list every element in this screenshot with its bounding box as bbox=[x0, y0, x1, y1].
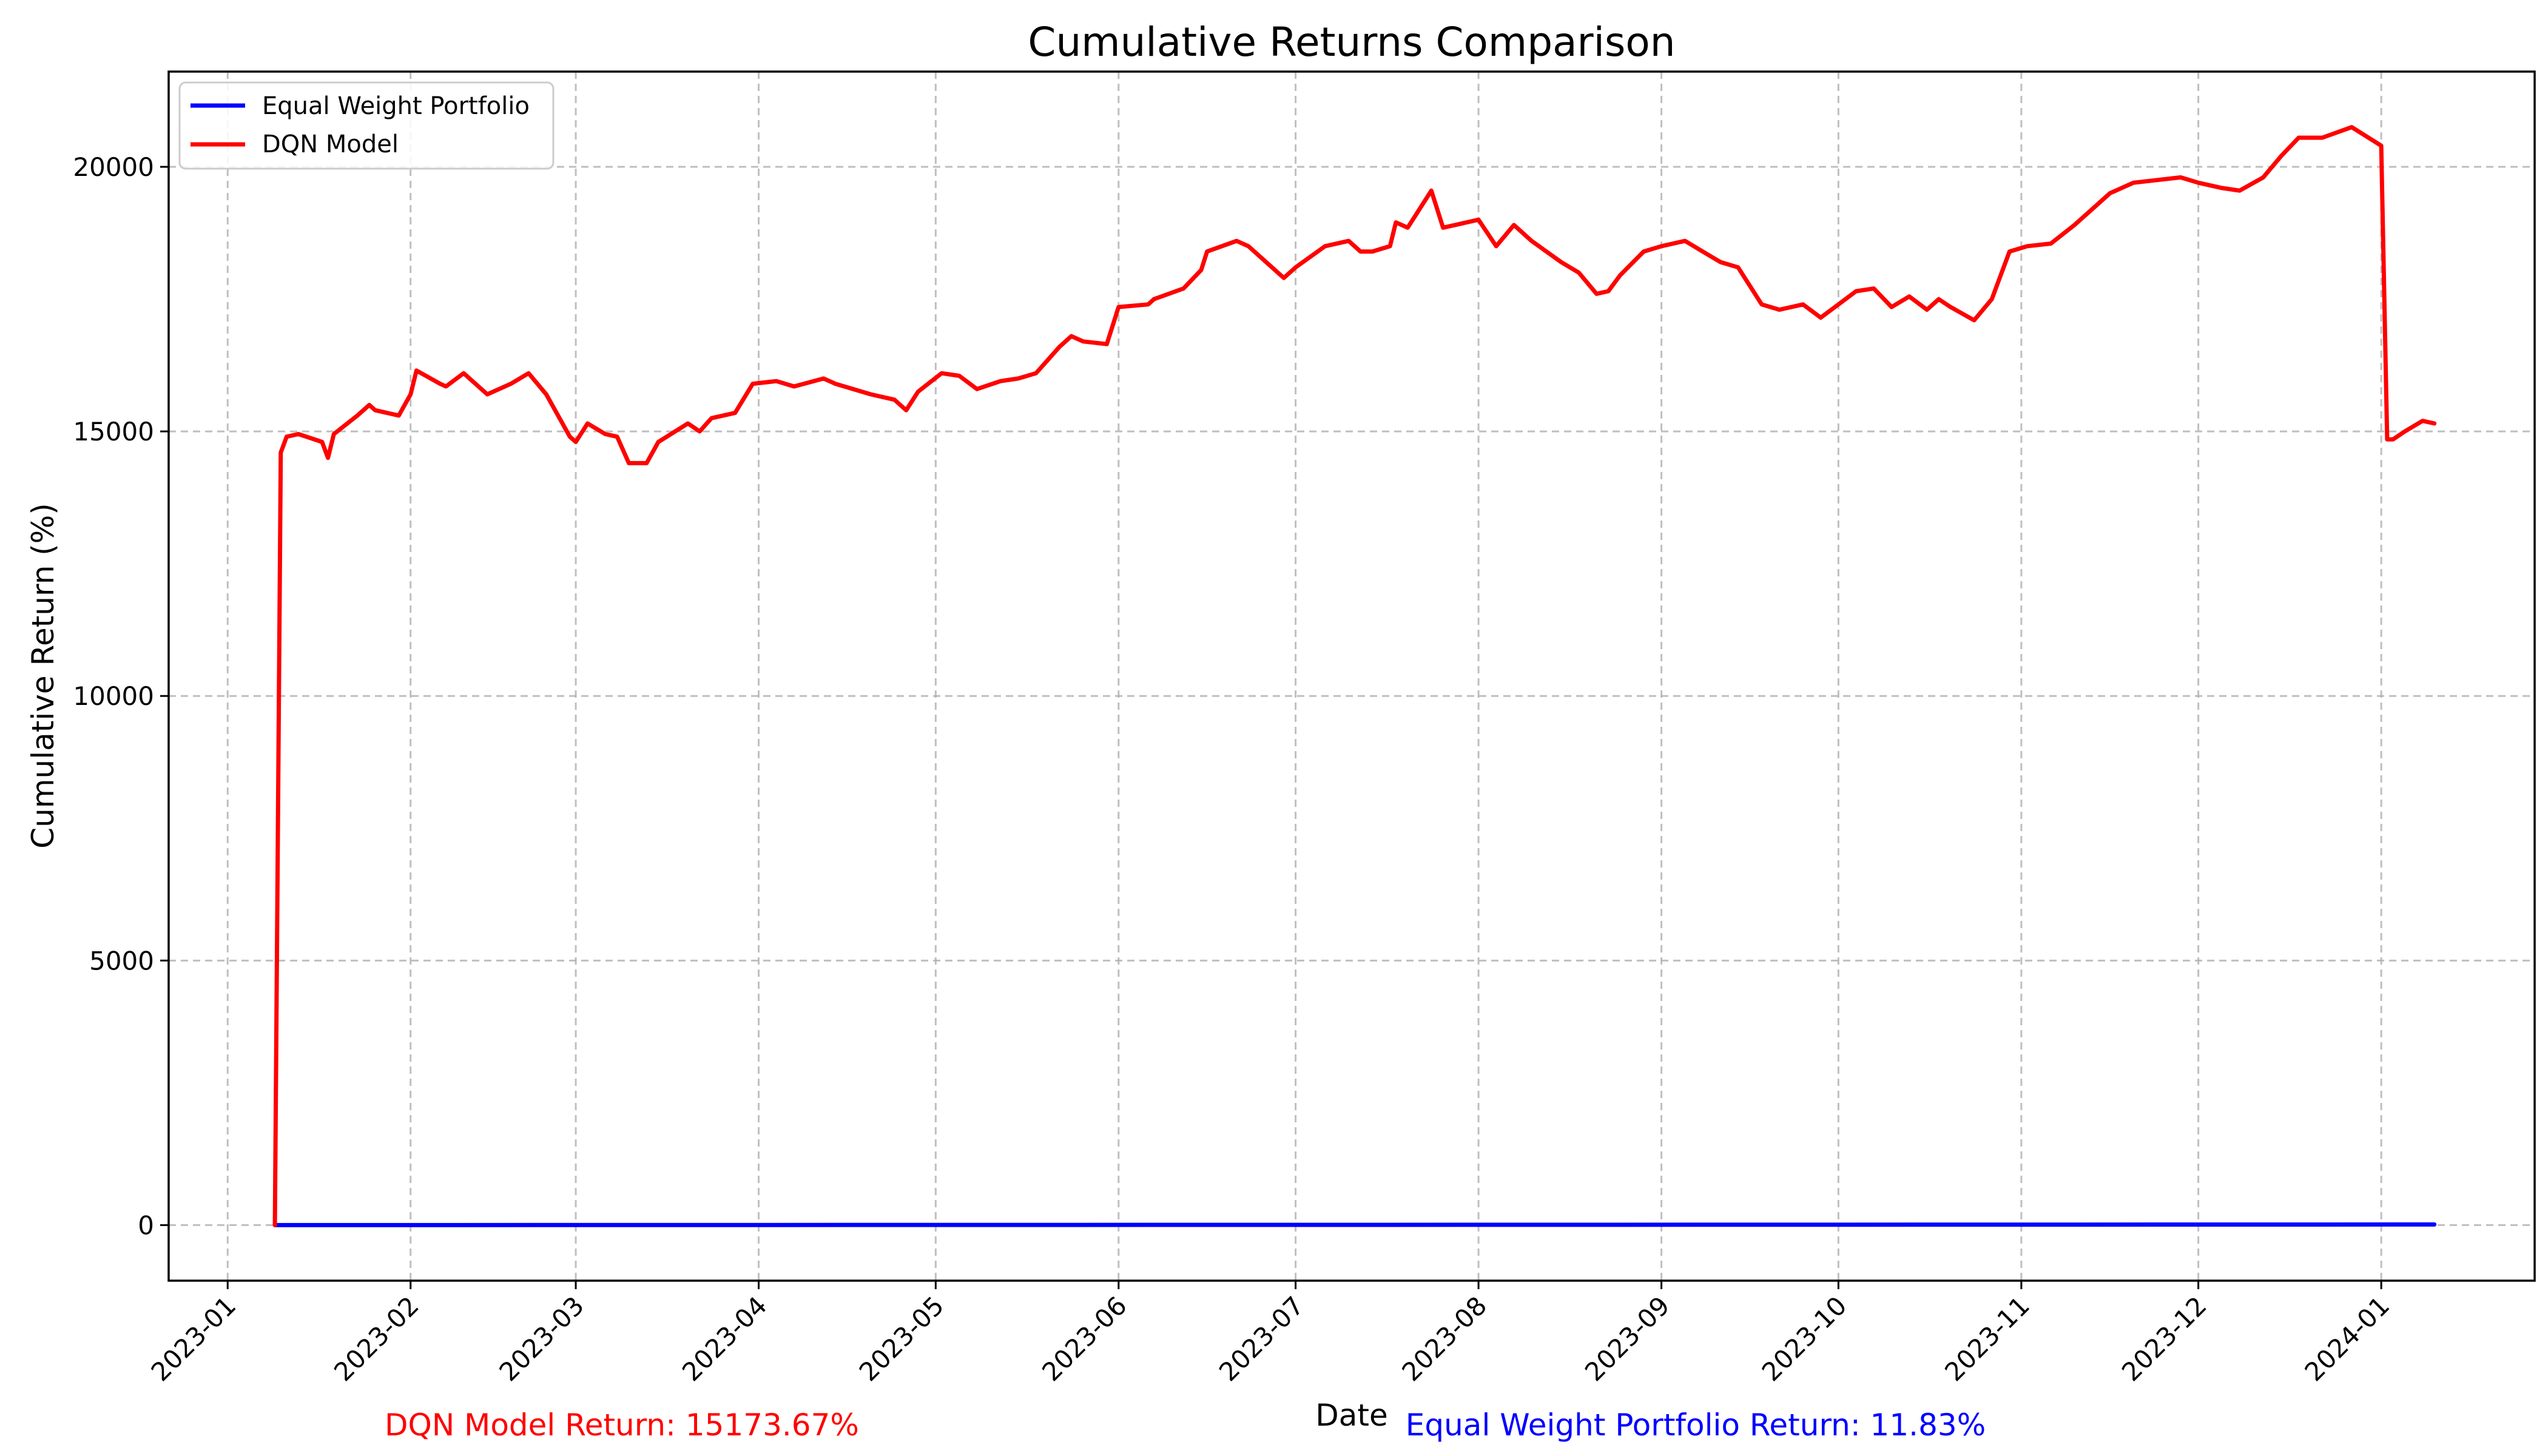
x-tick-label: 2023-06 bbox=[1036, 1290, 1133, 1387]
x-tick-label: 2023-10 bbox=[1756, 1290, 1853, 1387]
plot-frame bbox=[167, 70, 2536, 1282]
x-tick-label: 2023-07 bbox=[1213, 1290, 1310, 1387]
x-tick-label: 2023-05 bbox=[854, 1290, 950, 1387]
legend-label-dqn: DQN Model bbox=[262, 130, 399, 158]
series-line-dqn bbox=[272, 125, 2437, 1227]
x-tick-label: 2023-11 bbox=[1939, 1290, 2035, 1387]
legend-label-equal-weight: Equal Weight Portfolio bbox=[262, 92, 530, 120]
dqn-return-note: DQN Model Return: 15173.67% bbox=[385, 1407, 859, 1443]
chart-title: Cumulative Returns Comparison bbox=[1028, 19, 1675, 66]
x-axis-label: Date bbox=[1315, 1398, 1388, 1433]
series-line-equal-weight bbox=[272, 1222, 2437, 1227]
y-axis-label: Cumulative Return (%) bbox=[25, 503, 61, 849]
y-tick-label: 0 bbox=[138, 1210, 154, 1240]
x-tick-label: 2023-08 bbox=[1396, 1290, 1492, 1387]
legend-box bbox=[178, 81, 554, 170]
y-tick-label: 15000 bbox=[73, 417, 154, 447]
y-tick-label: 5000 bbox=[89, 946, 154, 976]
series-layer bbox=[272, 125, 2437, 1227]
x-tick-label: 2023-09 bbox=[1579, 1290, 1676, 1387]
y-tick-label: 10000 bbox=[73, 681, 154, 711]
x-tick-label: 2023-04 bbox=[676, 1290, 773, 1387]
grid-lines bbox=[169, 72, 2535, 1281]
x-tick-label: 2023-02 bbox=[328, 1290, 425, 1387]
x-tick-label: 2023-01 bbox=[146, 1290, 242, 1387]
legend: Equal Weight Portfolio DQN Model bbox=[178, 81, 554, 170]
equal-weight-return-note: Equal Weight Portfolio Return: 11.83% bbox=[1406, 1407, 1986, 1443]
y-tick-label: 20000 bbox=[73, 152, 154, 182]
x-tick-label: 2023-12 bbox=[2116, 1290, 2213, 1387]
axis-ticks: 0 5000 10000 15000 20000 2023-01 2023-02 2023-0… bbox=[73, 152, 2395, 1387]
x-tick-label: 2024-01 bbox=[2299, 1290, 2395, 1387]
x-tick-label: 2023-03 bbox=[493, 1290, 590, 1387]
